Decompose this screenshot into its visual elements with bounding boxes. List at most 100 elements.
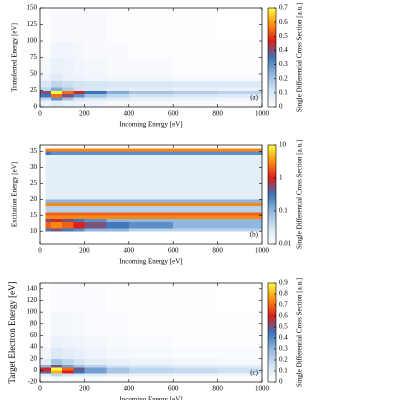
heat-cell <box>106 148 130 152</box>
x-tick-label: 600 <box>168 247 179 255</box>
heat-cell <box>173 228 218 232</box>
heat-cell <box>62 93 74 98</box>
panel-label: (a) <box>250 94 258 102</box>
heat-cell <box>128 312 174 336</box>
heat-cell <box>217 205 263 213</box>
heat-cell <box>217 41 263 58</box>
panel-label: (b) <box>250 231 259 239</box>
heat-cell <box>45 199 52 203</box>
heat-cell <box>217 367 263 371</box>
heat-cell <box>45 145 52 149</box>
y-tick-label: 0 <box>34 103 38 111</box>
heat-cell <box>106 347 130 360</box>
x-axis-label: Incoming Energy [eV] <box>119 258 182 266</box>
y-tick-label: 10 <box>30 227 38 235</box>
heat-cell <box>128 87 174 91</box>
heat-cell <box>217 74 263 81</box>
heat-cell <box>128 145 174 149</box>
heat-cell <box>62 8 74 42</box>
heat-cell <box>51 376 63 383</box>
heat-cell <box>73 358 85 365</box>
heat-cell <box>106 212 130 216</box>
heat-cell <box>217 221 263 229</box>
colorbar-tick-label: 0.1 <box>279 367 288 375</box>
heat-cell <box>84 228 107 232</box>
heat-cell <box>73 221 85 229</box>
heat-cell <box>84 205 107 213</box>
heat-cell <box>62 228 74 232</box>
heat-cell <box>106 358 130 365</box>
plot-frame <box>39 282 263 383</box>
heat-cell <box>62 87 74 91</box>
heat-cell <box>73 228 85 232</box>
heat-cell <box>217 212 263 216</box>
heat-cell <box>173 74 218 81</box>
heat-cell <box>45 231 52 245</box>
heat-cell <box>73 215 85 219</box>
heat-cell <box>73 148 85 152</box>
heat-cell <box>128 202 174 206</box>
heat-cell <box>128 335 174 348</box>
colorbar-tick-label: 0.6 <box>279 18 288 26</box>
heat-cell <box>128 283 174 313</box>
heat-cell <box>62 199 74 203</box>
colorbar-tick-label: 0 <box>279 378 283 386</box>
colorbar-tick-label: 0.01 <box>279 240 292 248</box>
heat-cell <box>51 202 63 206</box>
heat-cell <box>73 218 85 222</box>
heat-cell <box>51 151 63 155</box>
x-tick-label: 800 <box>212 110 223 118</box>
heat-cell <box>45 215 52 219</box>
heat-cell <box>84 57 107 75</box>
heat-cell <box>51 100 63 108</box>
heat-cell <box>84 221 107 229</box>
heat-cell <box>173 205 218 213</box>
heat-cell <box>73 347 85 360</box>
heat-cell <box>106 283 130 313</box>
x-tick-label: 800 <box>212 247 223 255</box>
heat-cell <box>217 80 263 88</box>
heat-cell <box>173 370 218 374</box>
heat-cell <box>73 8 85 42</box>
colorbar <box>267 7 277 108</box>
y-tick-label: 100 <box>27 308 38 316</box>
heat-cell <box>106 367 130 371</box>
heat-cell <box>45 154 52 200</box>
heat-cell <box>84 87 107 91</box>
y-tick-label: 15 <box>30 211 38 219</box>
heat-cell <box>128 221 174 229</box>
heat-cell <box>40 57 52 75</box>
heat-cell <box>173 154 218 200</box>
heat-cell <box>51 41 63 58</box>
heat-cell <box>51 8 63 42</box>
heat-cell <box>51 97 63 101</box>
heat-cell <box>73 212 85 216</box>
heat-cell <box>73 376 85 383</box>
heat-cell <box>73 90 85 95</box>
heat-cell <box>217 283 263 313</box>
heat-cell <box>62 358 74 365</box>
heat-cell <box>173 8 218 42</box>
heat-cell <box>73 41 85 58</box>
heat-cell <box>62 283 74 313</box>
heat-cell <box>217 358 263 365</box>
heat-cell <box>51 373 63 377</box>
panel-label: (c) <box>250 369 258 377</box>
heat-cell <box>217 151 263 155</box>
heat-cell <box>173 90 218 95</box>
heat-cell <box>62 205 74 213</box>
heat-cell <box>217 90 263 95</box>
heat-cell <box>173 202 218 206</box>
heat-cell <box>106 376 130 383</box>
heat-cell <box>62 231 74 245</box>
heat-cell <box>173 218 218 222</box>
x-tick-label: 0 <box>38 247 42 255</box>
heat-cell <box>106 145 130 149</box>
heat-cell <box>62 221 74 229</box>
x-tick-label: 600 <box>168 385 179 393</box>
heat-cell <box>173 87 218 91</box>
heat-cell <box>62 74 74 81</box>
heat-cell <box>217 145 263 149</box>
heat-cell <box>128 376 174 383</box>
